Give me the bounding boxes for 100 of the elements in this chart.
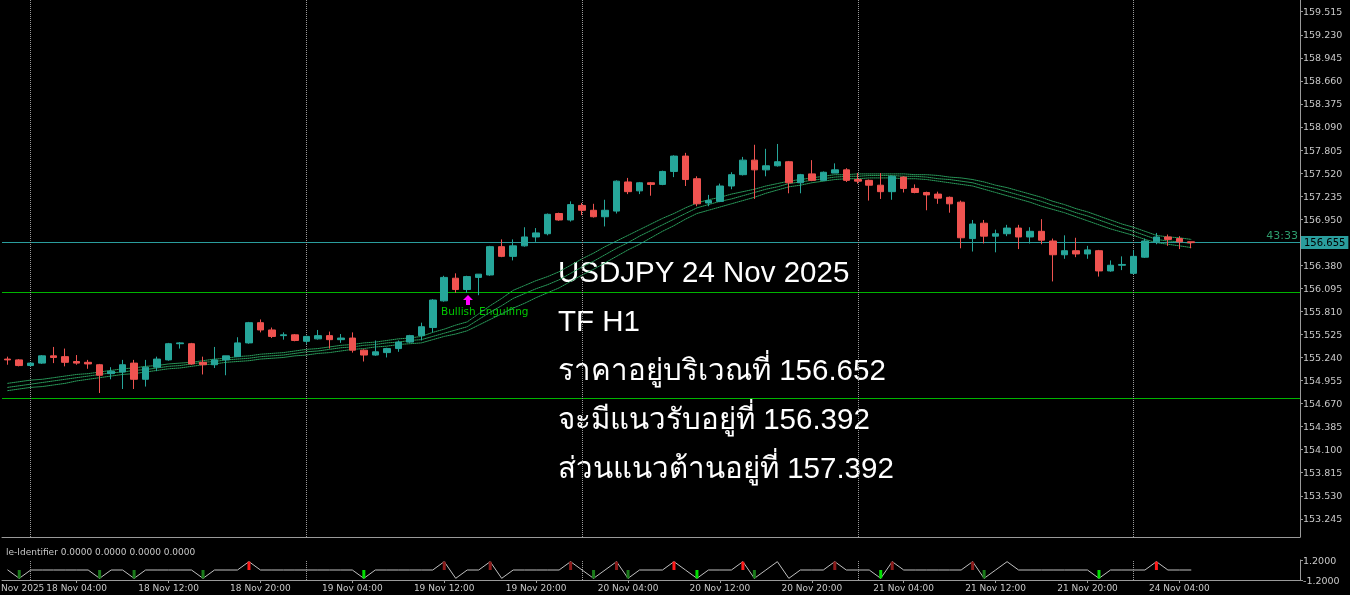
candlestick [1084, 245, 1091, 260]
candlestick [257, 318, 264, 333]
candlestick [337, 333, 345, 344]
candlestick [682, 152, 689, 187]
candlestick [739, 156, 747, 176]
x-tick-label: 20 Nov 04:00 [597, 582, 659, 593]
x-tick-label: 18 Nov 12:00 [138, 582, 200, 593]
x-tick-label: 19 Nov 20:00 [505, 582, 567, 593]
x-tick-label: 21 Nov 20:00 [1057, 582, 1119, 593]
x-tick-label: 21 Nov 12:00 [965, 582, 1027, 593]
y-tick-label: 153.245 [1303, 513, 1343, 525]
candlestick [636, 181, 643, 195]
candlestick [601, 199, 609, 227]
candlestick [843, 167, 850, 183]
candlestick [751, 144, 758, 200]
candlestick [176, 341, 184, 350]
candlestick [234, 336, 241, 358]
candlestick [406, 334, 414, 344]
candlestick [888, 175, 896, 201]
candlestick [808, 159, 816, 182]
candlestick [647, 181, 655, 197]
candlestick [544, 213, 551, 236]
candlestick [245, 321, 253, 345]
y-tick-label: 154.385 [1303, 421, 1343, 433]
x-tick-label: 21 Nov 04:00 [873, 582, 935, 593]
candlestick [785, 160, 793, 194]
candlestick [222, 355, 230, 376]
candlestick [372, 339, 379, 357]
candlestick [567, 200, 574, 223]
candlestick [900, 175, 907, 193]
candlestick [590, 203, 597, 219]
candlestick [61, 348, 69, 367]
x-tick-label: 19 Nov 04:00 [322, 582, 383, 593]
y-tick-label: 154.670 [1303, 398, 1343, 410]
y-tick-label: 155.240 [1303, 351, 1343, 363]
candlestick [498, 238, 505, 258]
y-tick-label: 158.090 [1303, 121, 1343, 133]
candlestick [280, 331, 287, 341]
y-tick-label: 153.530 [1303, 490, 1343, 502]
annotation: จะมีแนวรับอยู่ที่ 156.392 [558, 397, 870, 437]
candlestick [314, 329, 322, 341]
candlestick [360, 348, 368, 362]
candlestick [429, 298, 437, 333]
candlestick [440, 275, 448, 303]
candlestick [1049, 238, 1057, 282]
y-tick-label: 153.815 [1303, 467, 1343, 479]
candlestick [1107, 259, 1114, 273]
candlestick [130, 359, 138, 390]
candlestick [774, 143, 781, 168]
y-tick-label: 156.380 [1303, 259, 1343, 271]
ref-line-label: 156.655 [1304, 237, 1346, 249]
candlestick [96, 363, 103, 394]
y-tick-label: 158.945 [1303, 52, 1343, 64]
candlestick [15, 358, 23, 367]
candlestick [38, 354, 46, 365]
y-tick-label: 154.100 [1303, 444, 1343, 456]
candlestick [349, 331, 356, 354]
candlestick [153, 356, 161, 372]
candlestick [291, 333, 299, 342]
y-tick-label: 154.955 [1303, 375, 1343, 387]
y-tick-label: -1.2000 [1303, 574, 1340, 586]
candlestick [4, 356, 11, 366]
candlestick [946, 196, 953, 214]
candlestick [957, 200, 965, 249]
candlestick [693, 175, 701, 207]
candlestick [1130, 249, 1137, 275]
candlestick [475, 273, 482, 296]
candlestick [705, 194, 712, 207]
annotation: USDJPY 24 Nov 2025 [558, 254, 850, 288]
candlestick [831, 162, 839, 174]
x-tick-label: 18 Nov 20:00 [230, 582, 292, 593]
candlestick [1187, 241, 1195, 249]
candlestick [463, 275, 471, 294]
candlestick [980, 219, 988, 244]
candlestick [326, 331, 333, 350]
candlestick [84, 359, 92, 370]
y-tick-label: 159.515 [1303, 6, 1343, 18]
candlestick [613, 179, 620, 215]
candlestick [268, 327, 276, 339]
y-tick-label: 158.660 [1303, 75, 1343, 87]
candlestick [820, 170, 827, 182]
y-tick-label: 156.095 [1303, 282, 1343, 294]
candlestick [1072, 237, 1080, 258]
y-tick-label: 157.235 [1303, 190, 1343, 202]
y-tick-label: 156.950 [1303, 213, 1343, 225]
annotation: TF H1 [558, 303, 640, 337]
y-tick-label: 1.2000 [1303, 554, 1337, 566]
y-tick-label: 157.520 [1303, 167, 1343, 179]
y-tick-label: 155.810 [1303, 305, 1343, 317]
x-tick-label: 20 Nov 12:00 [689, 582, 751, 593]
y-tick-label: 155.525 [1303, 328, 1343, 340]
text: Nov 2025 [1, 583, 45, 593]
candlestick [578, 202, 586, 216]
candlestick [107, 366, 115, 380]
candlestick [934, 191, 942, 205]
candlestick [165, 342, 172, 362]
candlestick [659, 170, 666, 186]
annotation: ราคาอยู่บริเวณที่ 156.652 [558, 348, 886, 388]
candlestick [865, 179, 873, 202]
candlestick [1003, 224, 1011, 237]
